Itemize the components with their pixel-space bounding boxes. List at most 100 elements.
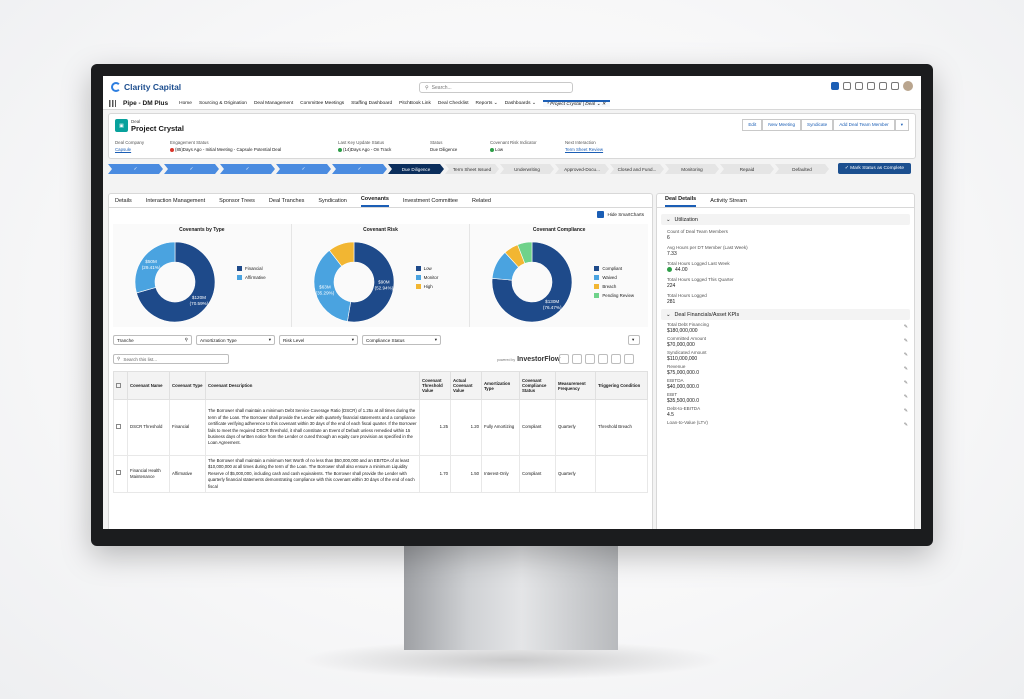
more-actions-button[interactable]: ▾ xyxy=(894,119,909,131)
field-item: EBITDA $40,000,000.0 ✎ xyxy=(657,376,914,390)
path-step[interactable]: Term Sheet Issued xyxy=(445,164,499,174)
column-header[interactable]: Covenant Name xyxy=(127,371,170,400)
path-step[interactable]: Approved-Docu... xyxy=(555,164,609,174)
expand-icon[interactable] xyxy=(624,354,634,364)
tab-covenants[interactable]: Covenants xyxy=(360,196,389,207)
nav-item-pitchbook-link[interactable]: PitchBook Link xyxy=(399,101,431,106)
pencil-icon[interactable]: ✎ xyxy=(903,324,908,330)
edit-icon[interactable] xyxy=(598,354,608,364)
filter-menu-button[interactable]: ▾ xyxy=(628,335,640,345)
column-header[interactable]: Triggering Condition xyxy=(595,371,648,400)
field-value: 4.5 xyxy=(667,412,674,418)
setup-assistant-icon[interactable] xyxy=(855,82,863,90)
cell-compliance: Compliant xyxy=(519,454,556,494)
tab-investment-committee[interactable]: Investment Committee xyxy=(402,198,458,204)
favorites-icon[interactable] xyxy=(831,82,839,90)
column-header[interactable]: Actual Covenant Value xyxy=(450,371,482,400)
column-header[interactable]: Covenant Compliance Status xyxy=(519,371,556,400)
add-deal-team-member-button[interactable]: Add Deal Team Member xyxy=(833,119,895,131)
hide-smartcharts-button[interactable]: Hide SmartCharts xyxy=(597,211,644,218)
pie-slice[interactable] xyxy=(313,250,351,322)
global-search-input[interactable]: ⚲ Search... xyxy=(419,82,573,93)
pie-slice[interactable] xyxy=(134,241,176,294)
app-logo[interactable]: Clarity Capital xyxy=(111,82,181,92)
tab-related[interactable]: Related xyxy=(471,198,491,204)
path-step-complete[interactable]: ✓ xyxy=(332,164,387,174)
pencil-icon[interactable]: ✎ xyxy=(903,394,908,400)
checkbox[interactable] xyxy=(116,423,121,429)
path-step-complete[interactable]: ✓ xyxy=(164,164,219,174)
pencil-icon[interactable]: ✎ xyxy=(903,408,908,414)
main-card: Details Interaction Management Sponsor T… xyxy=(108,193,653,529)
tab-deal-details[interactable]: Deal Details xyxy=(665,196,697,207)
path-step-complete[interactable]: ✓ xyxy=(276,164,331,174)
nav-item-sourcing[interactable]: Sourcing & Origination xyxy=(198,101,247,106)
table-row[interactable]: DSCR Threshold Financial The Borrower sh… xyxy=(113,399,648,456)
path-step-complete[interactable]: ✓ xyxy=(108,164,163,174)
select-all-header[interactable] xyxy=(113,371,128,400)
pencil-icon[interactable]: ✎ xyxy=(903,366,908,372)
legend-swatch xyxy=(415,284,421,289)
path-step-complete[interactable]: ✓ xyxy=(220,164,275,174)
syndicate-button[interactable]: Syndicate xyxy=(801,119,834,131)
pencil-icon[interactable]: ✎ xyxy=(903,352,908,358)
new-meeting-button[interactable]: New Meeting xyxy=(762,119,802,131)
edit-button[interactable]: Edit xyxy=(742,119,763,131)
nav-item-staffing-dashboard[interactable]: Staffing Dashboard xyxy=(351,101,393,106)
mark-status-complete-button[interactable]: ✓ Mark Status as Complete xyxy=(837,163,911,174)
column-header[interactable]: Covenant Threshold Value xyxy=(419,371,451,400)
pencil-icon[interactable]: ✎ xyxy=(903,380,908,386)
gear-icon[interactable] xyxy=(879,82,887,90)
deal-company-link[interactable]: Capsule xyxy=(115,147,132,152)
refresh-icon[interactable] xyxy=(559,354,569,364)
utilization-section-header[interactable]: ⌄ Utilization xyxy=(661,214,910,225)
path-step-current[interactable]: Due Diligence xyxy=(388,164,444,174)
path-step[interactable]: Monitoring xyxy=(665,164,719,174)
tab-syndication[interactable]: Syndication xyxy=(318,198,347,204)
column-header[interactable]: Measurement Frequency xyxy=(555,371,596,400)
checkbox[interactable] xyxy=(116,470,121,476)
help-icon[interactable] xyxy=(867,82,875,90)
tab-interaction-management[interactable]: Interaction Management xyxy=(145,198,206,204)
settings-icon[interactable] xyxy=(572,354,582,364)
path-step[interactable]: Repaid xyxy=(720,164,774,174)
tab-sponsor-trees[interactable]: Sponsor Trees xyxy=(219,198,255,204)
nav-item-deal-checklist[interactable]: Deal Checklist xyxy=(437,101,469,106)
pie-slice[interactable] xyxy=(517,241,533,264)
risk-level-filter[interactable]: Risk Level ▾ xyxy=(279,335,358,345)
checkbox[interactable] xyxy=(116,382,121,388)
column-header[interactable]: Covenant Description xyxy=(205,371,420,400)
compliance-status-filter[interactable]: Compliance Status ▾ xyxy=(362,335,441,345)
nav-item-committee-meetings[interactable]: Committee Meetings xyxy=(300,101,345,106)
search-list-input[interactable]: ⚲ Search this list... xyxy=(113,354,229,364)
amortization-type-filter[interactable]: Amortization Type ▾ xyxy=(196,335,275,345)
bell-icon[interactable] xyxy=(891,82,899,90)
path-step[interactable]: Defaulted xyxy=(775,164,829,174)
tab-activity-stream[interactable]: Activity Stream xyxy=(710,198,747,204)
pie-slice[interactable] xyxy=(492,241,573,323)
avatar[interactable] xyxy=(903,81,913,91)
path-step[interactable]: Underwriting xyxy=(500,164,554,174)
filter-icon[interactable] xyxy=(611,354,621,364)
nav-item-deal-management[interactable]: Deal Management xyxy=(253,101,294,106)
column-header[interactable]: Covenant Type xyxy=(169,371,206,400)
nav-item-reports[interactable]: Reports ⌄ xyxy=(475,101,498,106)
add-icon[interactable] xyxy=(843,82,851,90)
link-icon[interactable] xyxy=(585,354,595,364)
pie-slice[interactable] xyxy=(346,241,394,323)
tab-details[interactable]: Details xyxy=(115,198,132,204)
tab-project-crystal[interactable]: * Project Crystal | Deal ⌄ ✕ xyxy=(542,100,610,107)
tab-deal-tranches[interactable]: Deal Tranches xyxy=(268,198,305,204)
nav-item-home[interactable]: Home xyxy=(179,101,192,106)
pie-slice[interactable] xyxy=(136,241,216,323)
tranche-filter[interactable]: Tranche ⚲ xyxy=(113,335,192,345)
pencil-icon[interactable]: ✎ xyxy=(903,422,908,428)
path-step[interactable]: Closed and Fund... xyxy=(610,164,664,174)
app-launcher-icon[interactable] xyxy=(109,100,116,107)
kpi-section-header[interactable]: ⌄ Deal Financials/Asset KPIs xyxy=(661,309,910,320)
table-row[interactable]: Financial Health Maintenance Affirmative… xyxy=(113,454,648,494)
column-header[interactable]: Amortization Type xyxy=(481,371,520,400)
pencil-icon[interactable]: ✎ xyxy=(903,338,908,344)
pie-slice[interactable] xyxy=(328,241,354,267)
nav-item-dashboards[interactable]: Dashboards ⌄ xyxy=(504,101,536,106)
